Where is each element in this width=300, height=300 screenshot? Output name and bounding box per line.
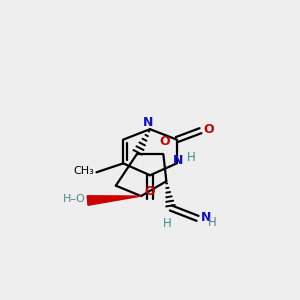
Text: O: O — [203, 123, 214, 136]
Text: O: O — [145, 184, 155, 198]
Text: H–O: H–O — [63, 194, 86, 204]
Text: H: H — [207, 216, 216, 229]
Text: H: H — [163, 218, 172, 230]
Text: H: H — [187, 151, 195, 164]
Text: CH₃: CH₃ — [74, 166, 94, 176]
Text: N: N — [200, 211, 211, 224]
Polygon shape — [87, 196, 141, 205]
Text: O: O — [160, 135, 170, 148]
Text: N: N — [173, 154, 183, 167]
Text: N: N — [143, 116, 154, 129]
